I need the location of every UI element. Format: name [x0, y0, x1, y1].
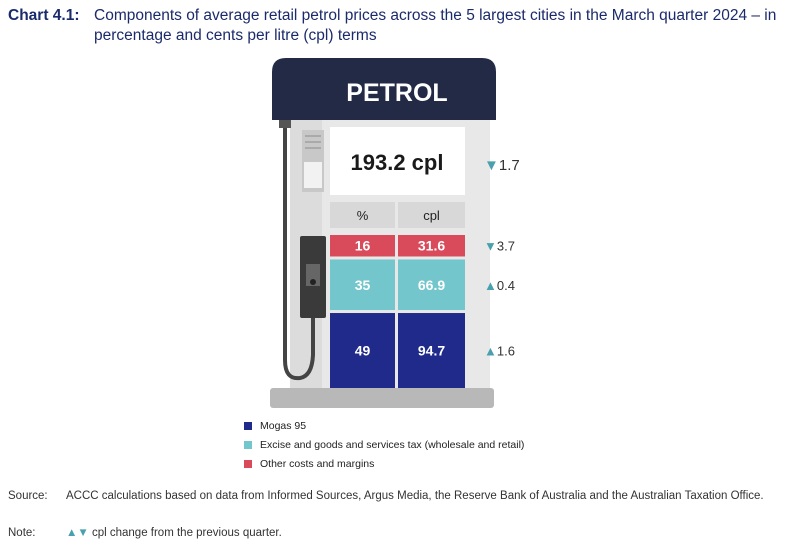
legend-item-excise: Excise and goods and services tax (whole… [244, 435, 524, 454]
source-note: Source: ACCC calculations based on data … [8, 489, 788, 521]
label-other-percent: 16 [355, 238, 371, 254]
label-excise-percent: 35 [355, 277, 371, 293]
column-header-cpl [398, 202, 465, 228]
note-key: Note: [8, 527, 36, 539]
total-change-arrow: ▼ [484, 157, 499, 174]
hose-connector [279, 120, 291, 128]
legend-swatch-excise [244, 440, 252, 449]
change-value-other: 3.7 [497, 239, 515, 254]
chart-number: Chart 4.1: [8, 7, 80, 24]
change-arrow-mogas: ▲ [484, 344, 497, 359]
segment-other-percent [330, 235, 395, 257]
note-symbols: ▲▼ [66, 527, 89, 539]
label-mogas-percent: 49 [355, 343, 371, 359]
legend-label-mogas: Mogas 95 [260, 419, 307, 432]
legend-item-other: Other costs and margins [244, 454, 524, 473]
change-arrow-other: ▼ [484, 239, 497, 254]
total-change: ▼1.7 [484, 157, 520, 174]
change-mogas: ▲1.6 [484, 344, 515, 359]
note-text-body: cpl change from the previous quarter. [88, 527, 282, 539]
label-mogas-cpl: 94.7 [418, 343, 445, 359]
source-text: ACCC calculations based on data from Inf… [66, 490, 764, 502]
source-key: Source: [8, 490, 48, 502]
total-change-value: 1.7 [499, 157, 520, 174]
pump-side-window [304, 162, 322, 188]
note-text: ▲▼ cpl change from the previous quarter. [66, 526, 786, 541]
pump-header [272, 58, 496, 120]
legend: Mogas 95 Excise and goods and services t… [244, 416, 524, 473]
pump-base [270, 388, 494, 408]
legend-label-excise: Excise and goods and services tax (whole… [260, 438, 525, 451]
legend-swatch-mogas [244, 421, 252, 430]
change-excise: ▲0.4 [484, 278, 515, 293]
label-excise-cpl: 66.9 [418, 277, 445, 293]
chart-title-text: Components of average retail petrol pric… [94, 7, 777, 44]
column-header-cpl-label: cpl [423, 208, 440, 223]
price-display [330, 127, 465, 195]
pump-hose [283, 126, 315, 381]
column-header-percent [330, 202, 395, 228]
segment-mogas-cpl [398, 313, 465, 388]
pump-header-label: PETROL [346, 79, 447, 107]
segment-excise-percent [330, 259, 395, 311]
legend-label-other: Other costs and margins [260, 457, 375, 470]
total-price: 193.2 cpl [351, 150, 444, 175]
legend-item-mogas: Mogas 95 [244, 416, 524, 435]
segment-mogas-percent [330, 313, 395, 388]
column-header-percent-label: % [357, 208, 369, 223]
nozzle-grip [306, 264, 320, 286]
change-value-mogas: 1.6 [497, 344, 515, 359]
legend-swatch-other [244, 459, 252, 468]
segment-excise-cpl [398, 259, 465, 311]
stacked-segments: 16 31.6 ▼3.735 66.9 ▲0.449 94.7 ▲1.6 [330, 235, 515, 388]
label-other-cpl: 31.6 [418, 238, 445, 254]
change-other: ▼3.7 [484, 239, 515, 254]
segment-other-cpl [398, 235, 465, 257]
note: Note: ▲▼ cpl change from the previous qu… [8, 526, 788, 542]
change-arrow-excise: ▲ [484, 278, 497, 293]
change-value-excise: 0.4 [497, 278, 515, 293]
